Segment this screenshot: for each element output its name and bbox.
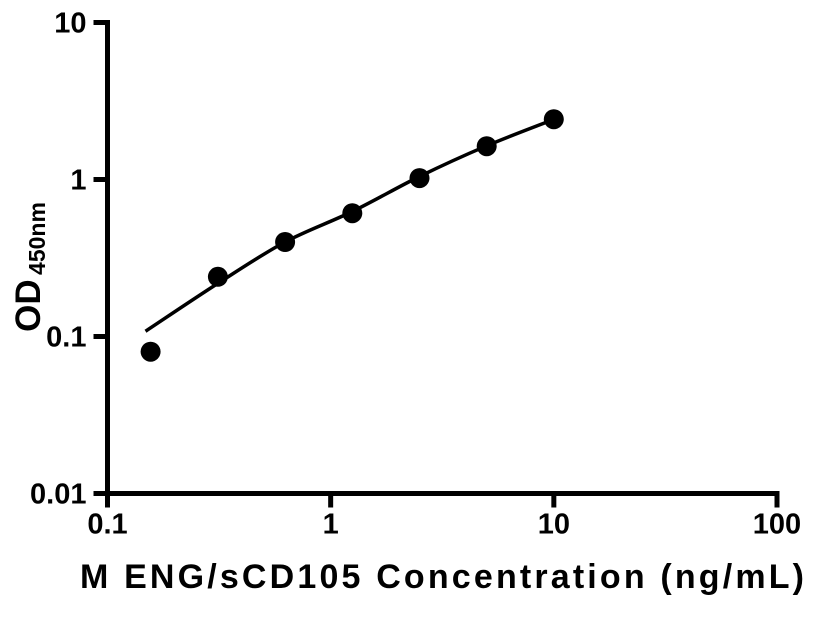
- y-axis-title-main: OD: [9, 279, 48, 332]
- data-point: [207, 266, 228, 287]
- data-point: [275, 232, 296, 252]
- y-tick-label: 0.1: [46, 322, 86, 354]
- y-tick-label: 1: [70, 165, 86, 197]
- data-point: [409, 168, 430, 189]
- data-point: [342, 203, 363, 224]
- data-point: [476, 136, 497, 157]
- data-point: [140, 341, 161, 362]
- x-tick-label: 100: [753, 509, 801, 541]
- y-tick-label: 0.01: [30, 479, 86, 511]
- y-tick-label: 10: [54, 8, 86, 40]
- x-axis-title: M ENG/sCD105 Concentration (ng/mL): [80, 558, 804, 596]
- y-axis-title-subscript: 450nm: [24, 202, 50, 275]
- y-axis-title: OD 450nm: [9, 202, 50, 332]
- x-tick-label: 1: [323, 509, 339, 541]
- data-point: [543, 109, 564, 130]
- x-tick-label: 0.1: [87, 509, 127, 541]
- x-tick-label: 10: [538, 509, 570, 541]
- data-points: [140, 109, 564, 362]
